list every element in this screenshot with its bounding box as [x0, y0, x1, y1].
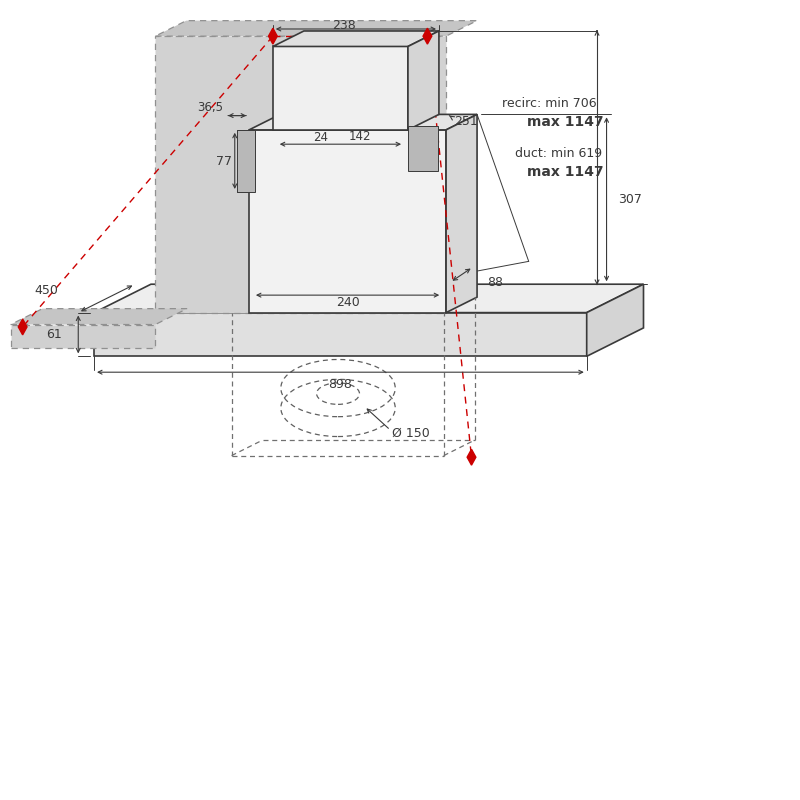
Text: 77: 77: [216, 155, 232, 168]
Text: Ø 150: Ø 150: [392, 427, 430, 440]
Polygon shape: [467, 450, 476, 465]
Text: 251: 251: [454, 115, 478, 129]
Polygon shape: [423, 28, 432, 44]
Polygon shape: [94, 313, 586, 356]
Polygon shape: [273, 31, 439, 46]
Polygon shape: [237, 130, 254, 192]
Polygon shape: [586, 284, 643, 356]
Text: 307: 307: [618, 193, 642, 206]
Text: 88: 88: [487, 276, 503, 289]
Polygon shape: [408, 31, 439, 130]
Polygon shape: [273, 46, 408, 130]
Text: 24: 24: [313, 131, 328, 144]
Polygon shape: [269, 28, 278, 44]
Polygon shape: [446, 114, 477, 313]
Polygon shape: [155, 21, 477, 36]
Text: 240: 240: [336, 296, 359, 309]
Polygon shape: [408, 126, 438, 171]
Polygon shape: [249, 130, 446, 313]
Text: 898: 898: [329, 378, 352, 390]
Text: 36,5: 36,5: [197, 101, 223, 114]
Text: 142: 142: [349, 130, 371, 142]
Text: 61: 61: [46, 328, 62, 341]
Polygon shape: [94, 284, 643, 313]
Polygon shape: [10, 309, 187, 325]
Text: 450: 450: [34, 284, 58, 297]
Polygon shape: [249, 114, 477, 130]
Text: max 1147: max 1147: [527, 165, 604, 179]
Polygon shape: [155, 36, 446, 313]
Polygon shape: [18, 319, 27, 335]
Text: 238: 238: [333, 18, 356, 31]
Text: recirc: min 706: recirc: min 706: [502, 97, 596, 110]
Text: max 1147: max 1147: [527, 115, 604, 129]
Text: duct: min 619: duct: min 619: [515, 147, 602, 160]
Polygon shape: [10, 325, 155, 348]
